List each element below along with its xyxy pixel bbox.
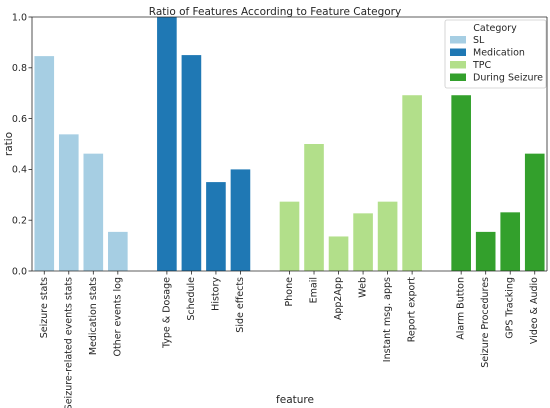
x-tick-label: Seizure-related events stats bbox=[63, 277, 74, 408]
legend-swatch bbox=[450, 48, 466, 56]
x-tick-label: Other events log bbox=[112, 277, 123, 357]
bar bbox=[304, 144, 324, 271]
legend-label: SL bbox=[473, 35, 485, 46]
chart-title: Ratio of Features According to Feature C… bbox=[149, 6, 401, 18]
x-tick-label: Alarm Button bbox=[456, 277, 467, 340]
y-tick-label: 0.0 bbox=[12, 266, 27, 277]
y-axis-title: ratio bbox=[3, 132, 15, 156]
legend-swatch bbox=[450, 61, 466, 69]
bar bbox=[83, 153, 104, 271]
bar bbox=[500, 212, 521, 271]
y-tick-label: 0.6 bbox=[12, 114, 27, 125]
legend-label: TPC bbox=[472, 60, 492, 71]
bar bbox=[58, 134, 79, 271]
y-tick-label: 0.2 bbox=[12, 216, 27, 227]
bar bbox=[108, 231, 128, 271]
bar bbox=[279, 201, 300, 271]
x-tick-label: Instant msg. apps bbox=[382, 277, 393, 362]
x-tick-label: Phone bbox=[284, 277, 295, 307]
y-tick-label: 0.4 bbox=[12, 165, 27, 176]
x-tick-label: Schedule bbox=[186, 277, 197, 321]
legend-title: Category bbox=[473, 23, 517, 34]
legend-swatch bbox=[450, 36, 466, 44]
x-tick-label: Seizure stats bbox=[39, 277, 50, 338]
x-tick-label: Medication stats bbox=[88, 277, 99, 355]
x-tick-label: Side effects bbox=[235, 277, 246, 333]
y-tick-label: 0.8 bbox=[12, 63, 27, 74]
y-tick-label: 1.0 bbox=[12, 12, 27, 23]
x-axis-title: feature bbox=[276, 394, 314, 406]
x-tick-label: History bbox=[210, 277, 221, 311]
bar bbox=[451, 95, 471, 271]
x-tick-label: Report export bbox=[407, 277, 418, 343]
bar bbox=[402, 95, 422, 271]
bar bbox=[328, 236, 349, 271]
bar bbox=[34, 56, 55, 272]
legend-label: During Seizure bbox=[473, 73, 543, 84]
bar bbox=[377, 201, 398, 271]
bar bbox=[353, 213, 373, 271]
bar bbox=[206, 182, 226, 271]
legend-frame bbox=[444, 19, 547, 89]
legend-label: Medication bbox=[473, 48, 525, 59]
x-tick-label: Type & Dosage bbox=[161, 277, 172, 349]
legend-swatch bbox=[450, 73, 466, 81]
bar bbox=[524, 153, 545, 271]
x-tick-label: Seizure Procedures bbox=[480, 277, 491, 368]
x-tick-label: Video & Audio bbox=[529, 277, 540, 344]
x-tick-label: Email bbox=[309, 277, 320, 303]
plot-area: Seizure stats Seizure-related events stat… bbox=[12, 12, 548, 408]
bar bbox=[157, 17, 177, 271]
x-tick-label: Web bbox=[358, 277, 369, 298]
x-tick-label: App2App bbox=[333, 277, 344, 320]
bar bbox=[230, 169, 251, 271]
bar bbox=[475, 231, 496, 271]
x-tick-label: GPS Tracking bbox=[505, 277, 516, 339]
bar bbox=[181, 55, 202, 271]
